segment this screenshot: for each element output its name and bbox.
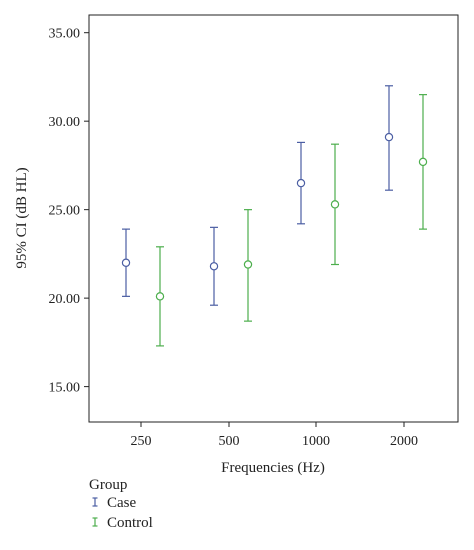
mean-point [296, 178, 306, 188]
mean-point [384, 132, 394, 142]
x-axis: 250 500 1000 2000 [131, 422, 418, 449]
mean-point [121, 258, 131, 267]
y-tick-label: 25.00 [49, 204, 81, 219]
x-axis-title: Frequencies (Hz) [221, 460, 325, 476]
legend: Group Case Control [89, 477, 153, 531]
legend-title: Group [89, 477, 127, 493]
y-tick-label: 15.00 [49, 381, 81, 396]
mean-point [209, 262, 219, 271]
legend-items: Case Control [92, 495, 153, 531]
y-axis-title: 95% CI (dB HL) [14, 167, 30, 268]
x-tick-label: 500 [219, 434, 240, 449]
y-tick-label: 35.00 [49, 27, 81, 42]
plot-area [88, 14, 459, 423]
y-tick-label: 20.00 [49, 292, 81, 307]
legend-label: Case [107, 495, 137, 511]
data-marks [121, 85, 428, 347]
x-tick-label: 1000 [302, 434, 330, 449]
mean-point [418, 157, 428, 167]
x-tick-label: 250 [131, 434, 152, 449]
x-tick-label: 2000 [390, 434, 418, 449]
mean-point [243, 260, 253, 269]
mean-point [155, 292, 165, 301]
legend-label: Control [107, 515, 153, 531]
y-tick-label: 30.00 [49, 115, 81, 130]
y-axis: 15.00 20.00 25.00 30.00 35.00 [49, 27, 89, 396]
mean-point [330, 200, 340, 209]
